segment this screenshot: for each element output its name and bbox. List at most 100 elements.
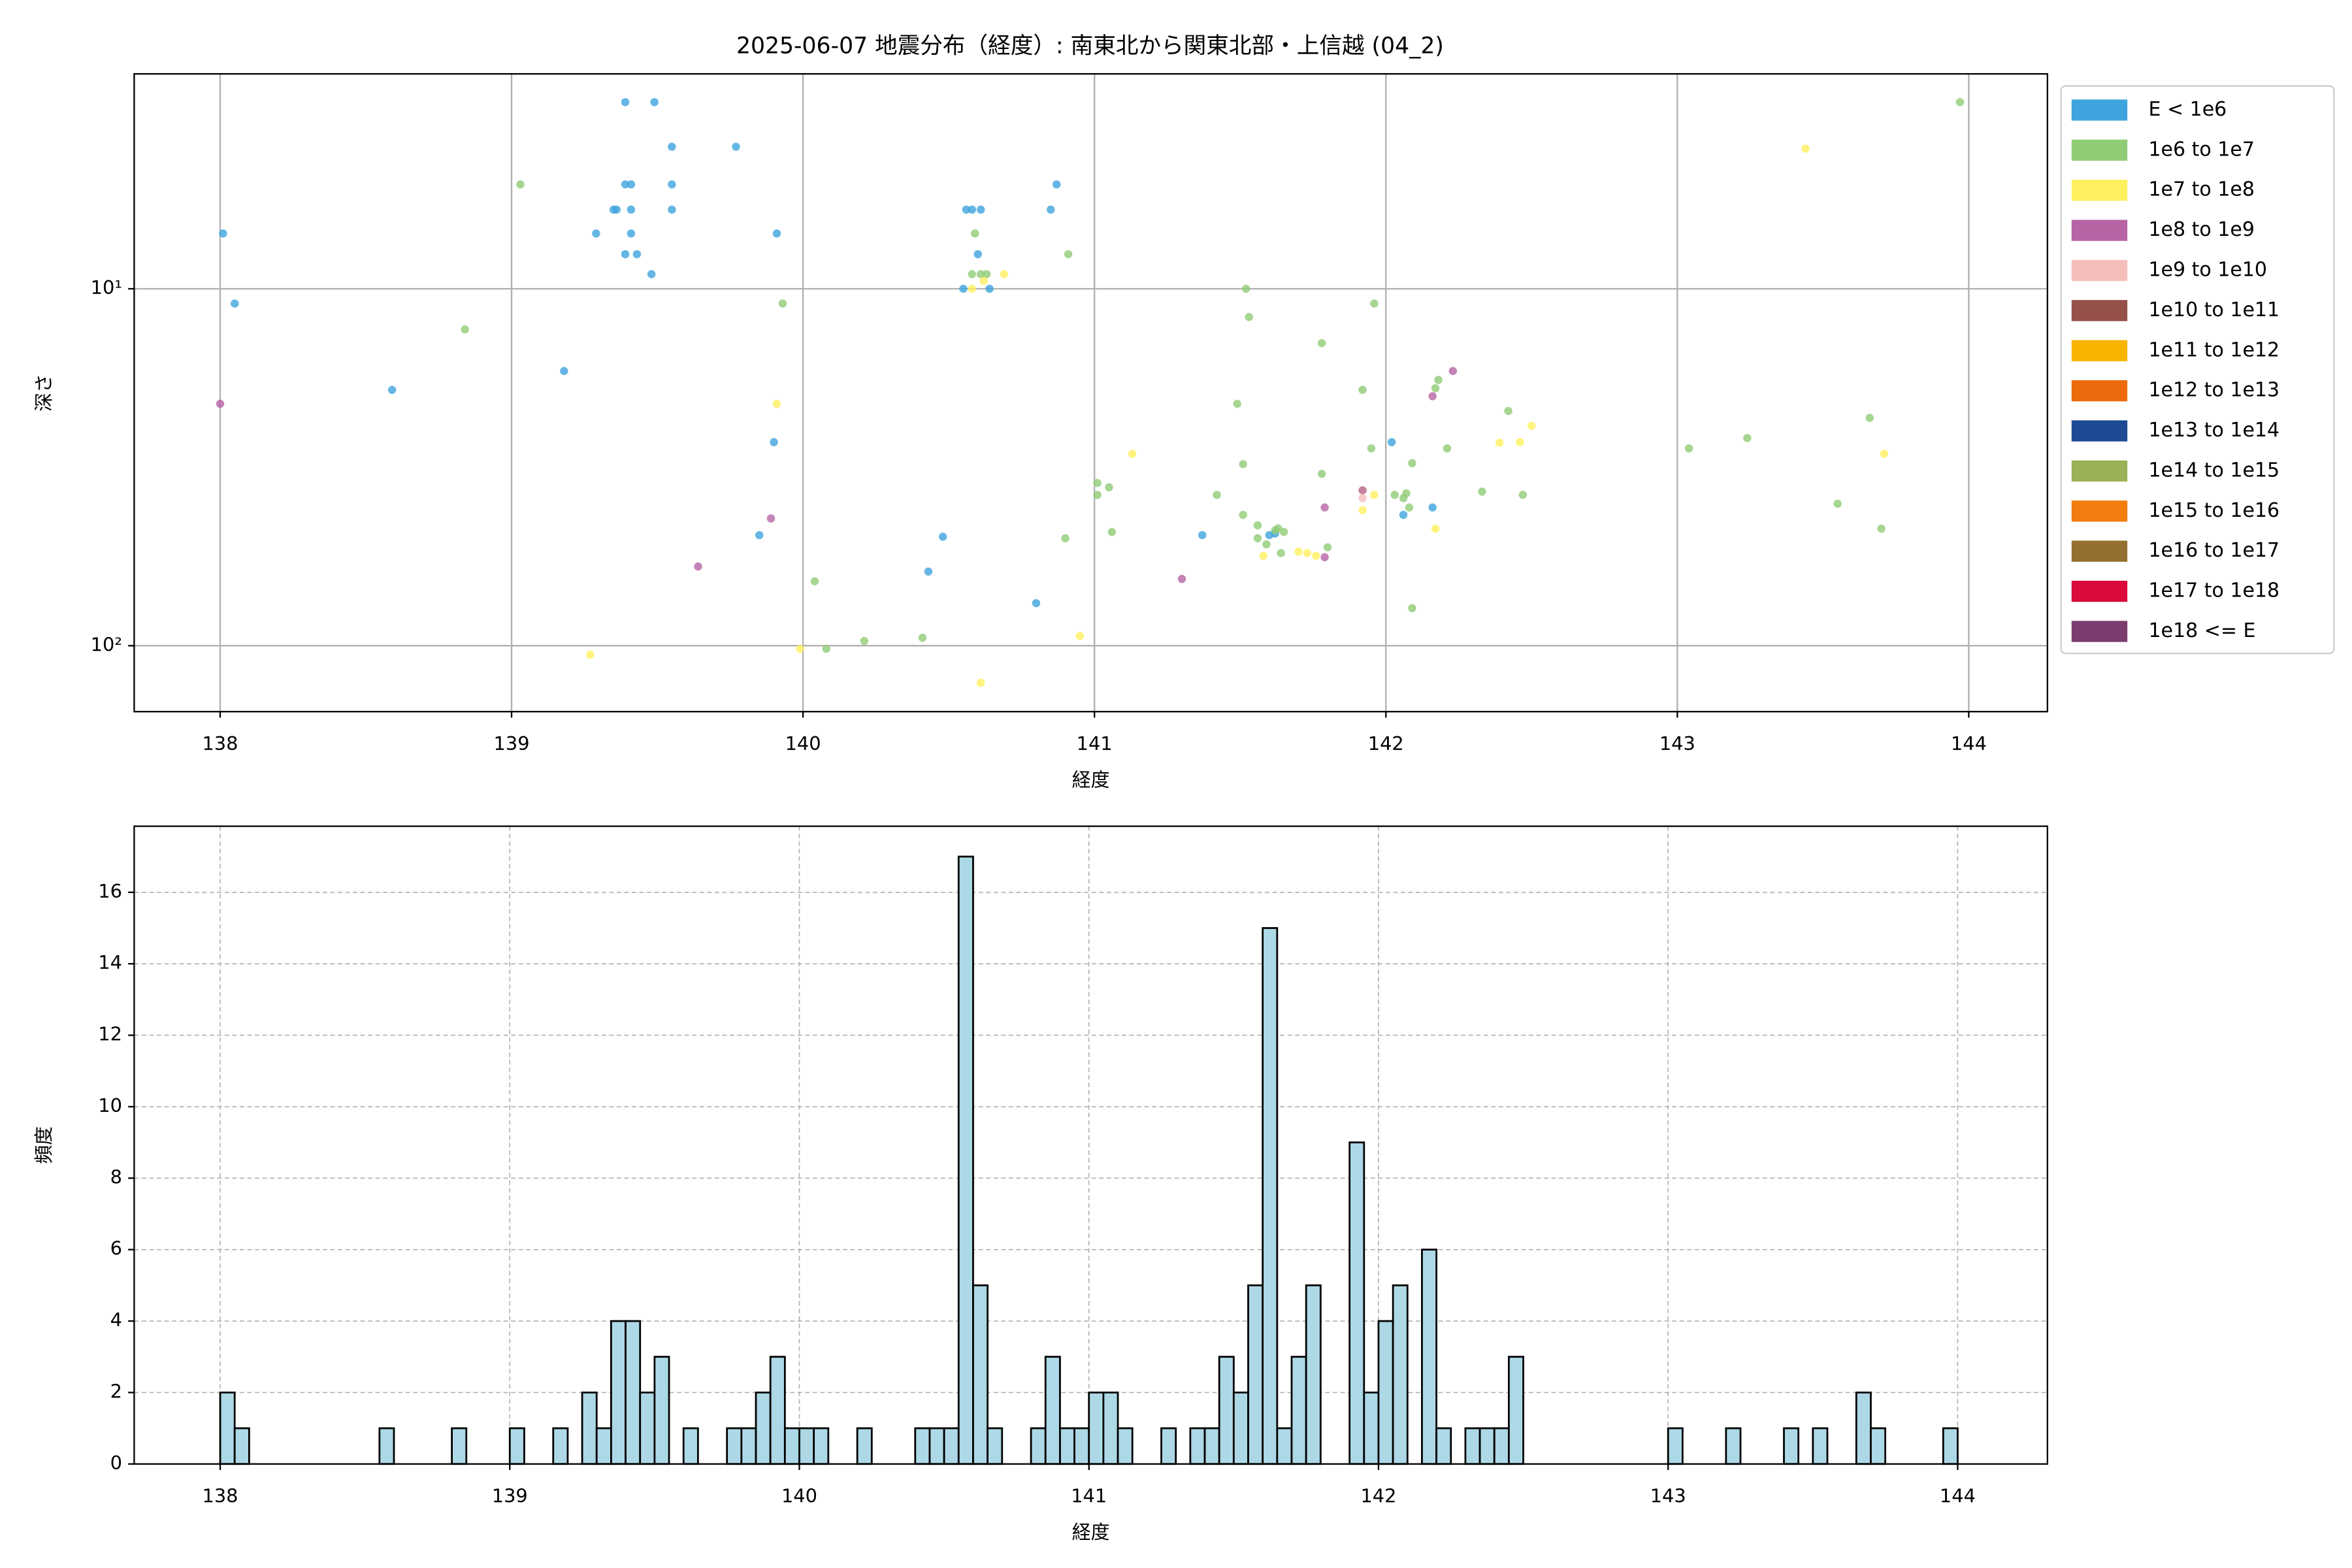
histogram-bar: [219, 1392, 236, 1465]
histogram-bar: [813, 1427, 830, 1465]
scatter-point: [918, 633, 927, 642]
scatter-point: [592, 229, 600, 238]
scatter-point: [1399, 494, 1408, 502]
scatter-point: [968, 284, 977, 293]
scatter-point: [1387, 438, 1396, 447]
scatter-point: [860, 636, 869, 645]
legend-swatch: [2071, 540, 2128, 562]
histogram-bar: [1870, 1427, 1887, 1465]
scatter-point: [982, 270, 991, 278]
x-tick-label: 138: [202, 732, 238, 755]
scatter-point: [1277, 549, 1285, 557]
histogram-bar: [1189, 1427, 1206, 1465]
histogram-bar: [856, 1427, 873, 1465]
histogram-bar: [957, 855, 974, 1465]
scatter-point: [668, 180, 676, 189]
scatter-point: [1259, 551, 1268, 560]
scatter-point: [668, 142, 676, 151]
y-tick-label: 16: [98, 880, 122, 902]
scatter-point: [1495, 438, 1504, 447]
legend-swatch: [2071, 500, 2128, 522]
histogram-bar: [653, 1356, 670, 1465]
scatter-point: [1047, 205, 1055, 214]
scatter-point: [1431, 384, 1440, 393]
scatter-point: [1032, 598, 1041, 608]
scatter-point: [219, 229, 227, 238]
legend-label: 1e10 to 1e11: [2148, 299, 2279, 321]
y-tick-label: 6: [110, 1237, 122, 1260]
legend-swatch: [2071, 99, 2128, 121]
y-tick-label: 2: [110, 1380, 122, 1402]
legend-label: 1e12 to 1e13: [2148, 379, 2279, 402]
legend-swatch: [2071, 380, 2128, 402]
scatter-point: [621, 250, 630, 259]
scatter-point: [1323, 543, 1332, 551]
scatter-point: [755, 531, 764, 540]
x-axis-label: 経度: [1072, 768, 1110, 791]
scatter-point: [612, 205, 621, 214]
legend-swatch: [2071, 580, 2128, 602]
histogram-bar: [378, 1427, 395, 1465]
scatter-point: [1880, 449, 1889, 458]
scatter-point: [632, 250, 642, 259]
scatter-point: [1516, 438, 1524, 447]
histogram-bar: [1305, 1284, 1322, 1465]
scatter-point: [1052, 180, 1061, 189]
histogram-bar: [798, 1427, 815, 1465]
scatter-point: [822, 644, 831, 653]
scatter-point: [973, 250, 982, 259]
scatter-point: [1320, 503, 1329, 512]
scatter-point: [1239, 460, 1247, 468]
scatter-point: [732, 142, 740, 151]
scatter-point: [650, 98, 659, 106]
x-tick-label: 140: [785, 732, 821, 755]
histogram-bar: [740, 1427, 757, 1465]
scatter-point: [1370, 491, 1379, 499]
scatter-point: [1370, 299, 1379, 308]
x-tick-label: 142: [1360, 1485, 1396, 1507]
y-tick-label: 4: [110, 1309, 122, 1331]
y-axis-label: 深さ: [33, 374, 55, 412]
scatter-point: [1684, 444, 1693, 453]
x-tick-label: 139: [494, 732, 530, 755]
x-tick-label: 141: [1071, 1485, 1107, 1507]
scatter-point: [1253, 521, 1262, 530]
scatter-point: [1105, 483, 1113, 492]
scatter-point: [1358, 506, 1367, 515]
scatter-point: [1448, 367, 1458, 376]
histogram-bar: [1478, 1427, 1495, 1465]
scatter-point: [647, 270, 656, 278]
scatter-point: [1213, 491, 1221, 499]
scatter-point: [985, 284, 994, 293]
scatter-point: [1399, 510, 1408, 519]
x-tick-label: 143: [1659, 732, 1695, 755]
scatter-point: [939, 532, 947, 541]
histogram-bar: [987, 1427, 1004, 1465]
legend-swatch: [2071, 621, 2128, 642]
histogram-bar: [1363, 1392, 1380, 1465]
scatter-point: [976, 270, 985, 278]
scatter-point: [971, 229, 979, 238]
x-tick-label: 140: [781, 1485, 817, 1507]
scatter-point: [1075, 632, 1085, 640]
histogram-bar: [1290, 1356, 1307, 1465]
scatter-point: [1428, 503, 1437, 512]
histogram-bar: [914, 1427, 931, 1465]
scatter-point: [1177, 574, 1186, 583]
scatter-point: [668, 205, 676, 214]
legend-label: 1e16 to 1e17: [2148, 539, 2279, 562]
scatter-point: [1504, 406, 1512, 416]
scatter-point: [586, 650, 595, 659]
scatter-point: [796, 644, 804, 653]
scatter-point: [1865, 414, 1874, 422]
legend-swatch: [2071, 220, 2128, 241]
legend-swatch: [2071, 180, 2128, 201]
x-tick-label: 139: [492, 1485, 528, 1507]
scatter-point: [976, 205, 985, 214]
scatter-point: [1245, 313, 1253, 321]
histogram-bar: [1262, 927, 1279, 1465]
histogram-bar: [755, 1392, 772, 1465]
scatter-point: [778, 299, 787, 308]
histogram-bar: [1102, 1392, 1119, 1465]
legend-label: 1e15 to 1e16: [2148, 499, 2279, 522]
